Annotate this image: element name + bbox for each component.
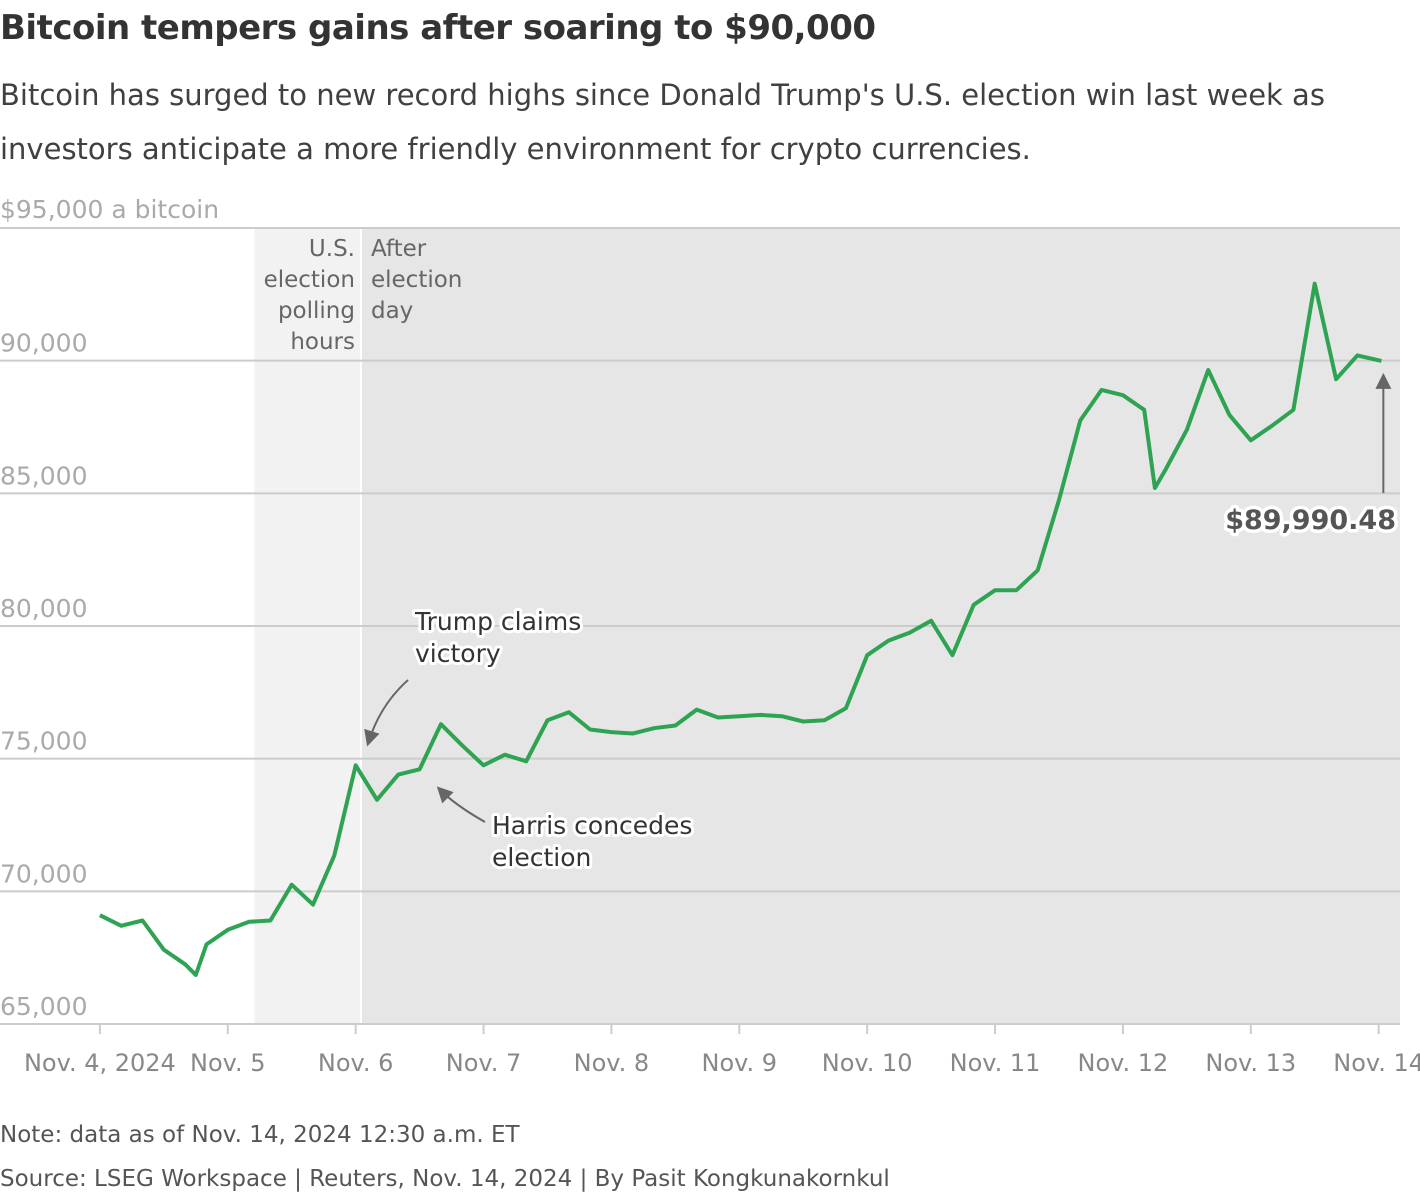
y-tick-label: 65,000 <box>0 992 87 1021</box>
harris-arrow <box>436 786 486 823</box>
x-tick-label: Nov. 10 <box>822 1049 913 1077</box>
x-tick-label: Nov. 4, 2024 <box>24 1049 176 1077</box>
trump-arrow <box>364 679 409 747</box>
annotation-harris: Harris concedes <box>492 811 692 840</box>
x-tick-label: Nov. 12 <box>1078 1049 1169 1077</box>
x-tick-label: Nov. 7 <box>446 1049 522 1077</box>
last-value-label: $89,990.48 <box>1225 505 1396 536</box>
x-tick-label: Nov. 9 <box>702 1049 778 1077</box>
annotation-trump: Trump claims <box>414 607 581 636</box>
y-tick-label: 70,000 <box>0 859 87 888</box>
region-label-polling: election <box>264 267 355 293</box>
x-tick-label: Nov. 14 <box>1333 1049 1420 1077</box>
x-axis: Nov. 4, 2024 Nov. 5 Nov. 6 Nov. 7 Nov. 8 Nov.… <box>24 1024 1420 1077</box>
annotations: Trump claims victory Harris concedes electi… <box>364 372 1400 875</box>
y-tick-label: 75,000 <box>0 727 87 756</box>
region-label-after: day <box>371 298 413 324</box>
x-tick-label: Nov. 11 <box>950 1049 1041 1077</box>
x-tick-label: Nov. 13 <box>1205 1049 1296 1077</box>
annotation-trump: victory <box>415 639 501 668</box>
region-label-after: election <box>371 267 462 293</box>
chart-title: Bitcoin tempers gains after soaring to $… <box>0 8 876 48</box>
region-label-polling: U.S. <box>309 236 355 262</box>
y-tick-label: 85,000 <box>0 461 87 490</box>
y-axis: 65,000 70,000 75,000 80,000 85,000 90,000 <box>0 329 87 1021</box>
y-tick-label: 80,000 <box>0 594 87 623</box>
chart-subtitle: Bitcoin has surged to new record highs s… <box>0 78 1325 166</box>
x-tick-label: Nov. 5 <box>190 1049 266 1077</box>
region-labels: U.S. election polling hours After election day <box>264 236 463 355</box>
y-axis-label: $95,000 a bitcoin <box>0 195 219 224</box>
x-tick-label: Nov. 8 <box>574 1049 650 1077</box>
x-tick-label: Nov. 6 <box>318 1049 394 1077</box>
region-label-polling: polling <box>278 298 355 324</box>
region-label-after: After <box>371 236 427 262</box>
bitcoin-price-chart: $95,000 a bitcoin 65,000 70,000 75,000 80,0… <box>0 195 1420 1077</box>
footer-note: Note: data as of Nov. 14, 2024 12:30 a.m… <box>0 1122 520 1148</box>
y-tick-label: 90,000 <box>0 329 87 358</box>
price-line <box>99 281 1382 977</box>
gridlines <box>0 227 1400 1025</box>
region-label-polling: hours <box>290 329 355 355</box>
footer-source: Source: LSEG Workspace | Reuters, Nov. 1… <box>0 1166 890 1192</box>
annotation-harris: election <box>492 843 591 872</box>
